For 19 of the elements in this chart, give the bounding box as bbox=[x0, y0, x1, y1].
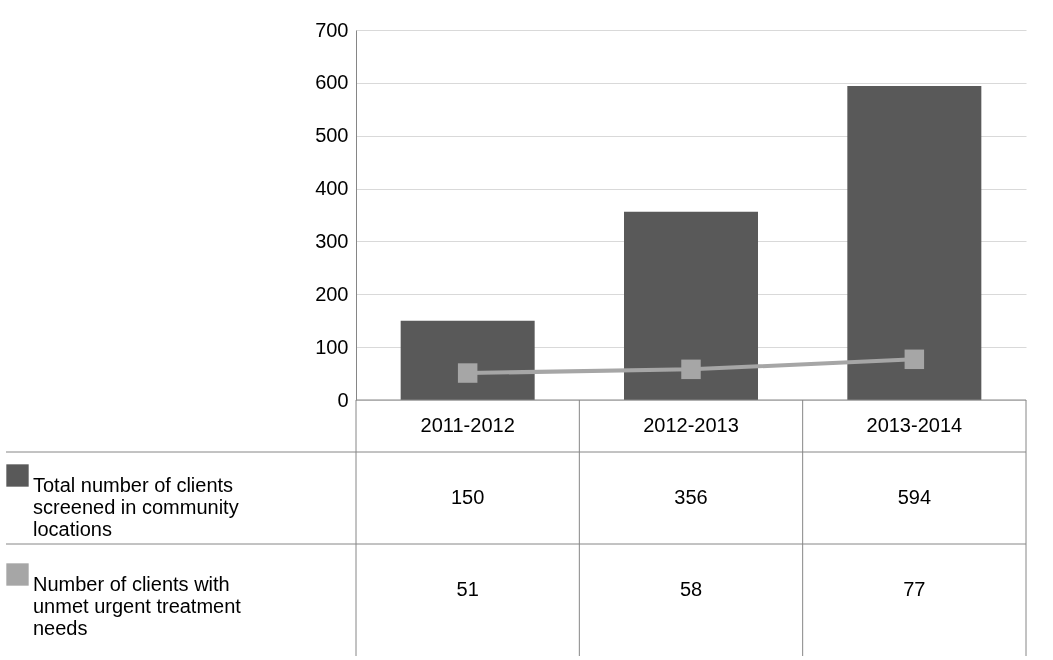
y-tick-label: 500 bbox=[315, 124, 349, 147]
x-tick-label: 2011-2012 bbox=[420, 414, 515, 436]
legend-label: Total number of clients screened in community locations bbox=[33, 473, 239, 540]
y-tick-label: 200 bbox=[315, 282, 349, 305]
x-tick-label: 2013-2014 bbox=[866, 414, 963, 436]
data-label: 356 bbox=[674, 486, 708, 508]
data-label: 58 bbox=[679, 578, 703, 600]
y-tick-label: 700 bbox=[315, 18, 349, 41]
data-label: 150 bbox=[450, 486, 485, 508]
y-tick-label: 600 bbox=[315, 71, 349, 94]
legend-label: Number of clients with unmet urgent treatment needs bbox=[33, 572, 242, 639]
data-label: 51 bbox=[456, 578, 479, 600]
y-tick-label: 0 bbox=[337, 388, 349, 411]
data-label: 594 bbox=[897, 486, 932, 508]
x-tick-label: 2012-2013 bbox=[643, 414, 739, 436]
data-label: 77 bbox=[903, 578, 926, 600]
y-tick-label: 300 bbox=[315, 229, 349, 252]
y-tick-label: 100 bbox=[315, 335, 349, 358]
y-tick-label: 400 bbox=[315, 177, 349, 200]
